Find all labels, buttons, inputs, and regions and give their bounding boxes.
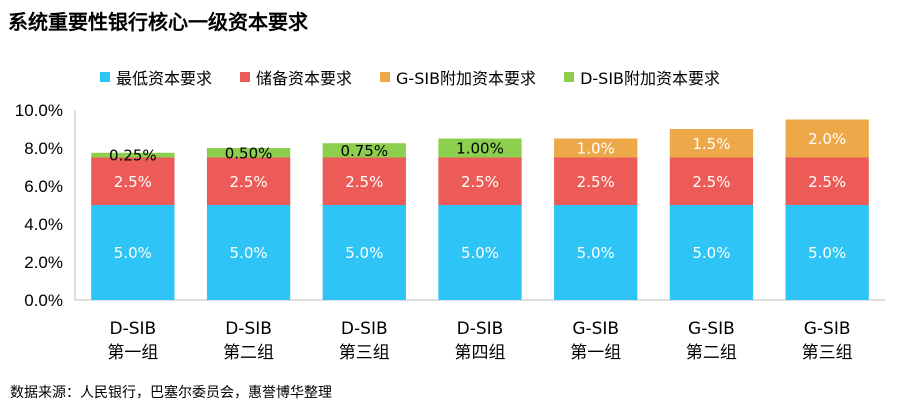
data-label: 5.0% — [114, 244, 152, 262]
legend-label-gsib: G-SIB附加资本要求 — [396, 69, 537, 88]
legend-swatch-dsib — [564, 72, 575, 82]
legend-swatch-conservation — [240, 72, 251, 82]
data-label: 2.5% — [461, 173, 499, 191]
x-tick-label: G-SIB — [688, 319, 735, 339]
source-note: 数据来源：人民银行，巴塞尔委员会，惠誉博华整理 — [10, 385, 332, 401]
legend-label-dsib: D-SIB附加资本要求 — [580, 69, 721, 88]
legend-item-gsib: G-SIB附加资本要求 — [380, 65, 536, 89]
bar-segment — [785, 119, 869, 158]
y-tick-label: 4.0% — [24, 215, 63, 234]
data-label: 2.5% — [230, 173, 268, 191]
bar-segment — [322, 143, 406, 158]
data-label: 2.5% — [808, 173, 846, 191]
data-label: 2.5% — [692, 173, 730, 191]
data-label: 2.5% — [114, 173, 152, 191]
x-tick-label: D-SIB — [341, 319, 388, 339]
legend-label-conservation: 储备资本要求 — [256, 69, 353, 88]
y-tick-label: 0.0% — [24, 291, 63, 310]
x-tick-label: D-SIB — [457, 319, 504, 339]
bar-segment — [554, 138, 638, 158]
data-label: 0.25% — [109, 147, 157, 165]
bar-segment — [438, 138, 522, 158]
data-label: 5.0% — [345, 244, 383, 262]
bar-segment — [554, 157, 638, 205]
bar-segment — [785, 205, 869, 300]
data-label: 5.0% — [808, 244, 846, 262]
data-label: 2.5% — [345, 173, 383, 191]
bar-segment — [669, 157, 754, 205]
legend-swatch-gsib — [380, 72, 391, 82]
legend-item-conservation: 储备资本要求 — [240, 65, 352, 89]
data-label: 0.75% — [340, 142, 388, 160]
data-label: 5.0% — [577, 244, 615, 262]
data-label: 1.0% — [577, 140, 615, 158]
bar-segment — [438, 157, 522, 205]
x-tick-label: D-SIB — [225, 319, 272, 339]
bar-segment — [669, 129, 754, 158]
legend-item-minimum: 最低资本要求 — [100, 65, 212, 89]
bar-segment — [206, 205, 291, 300]
bar-segment — [322, 157, 406, 205]
x-tick-label: 第二组 — [223, 343, 274, 363]
x-tick-label: G-SIB — [804, 319, 851, 339]
x-tick-label: 第三组 — [339, 343, 390, 363]
data-label: 1.5% — [692, 135, 730, 153]
data-label: 5.0% — [461, 244, 499, 262]
x-tick-label: 第一组 — [570, 343, 621, 363]
bar-segment — [554, 205, 638, 300]
bar-segment — [91, 152, 175, 158]
x-tick-label: G-SIB — [572, 319, 619, 339]
y-tick-label: 10.0% — [15, 101, 63, 120]
bar-segment — [91, 157, 175, 205]
bar-segment — [91, 205, 175, 300]
bar-segment — [206, 157, 291, 205]
legend-item-dsib: D-SIB附加资本要求 — [564, 65, 720, 89]
x-tick-label: 第三组 — [802, 343, 853, 363]
chart-legend: 最低资本要求 储备资本要求 G-SIB附加资本要求 D-SIB附加资本要求 — [100, 65, 748, 89]
y-tick-label: 6.0% — [24, 177, 63, 196]
data-label: 2.5% — [577, 173, 615, 191]
bar-segment — [438, 205, 522, 300]
x-tick-label: D-SIB — [110, 319, 157, 339]
bar-segment — [669, 205, 754, 300]
legend-label-minimum: 最低资本要求 — [116, 69, 213, 88]
y-tick-label: 2.0% — [24, 253, 63, 272]
x-tick-label: 第二组 — [686, 343, 737, 363]
legend-swatch-minimum — [100, 72, 110, 82]
bar-segment — [322, 205, 406, 300]
x-tick-label: 第四组 — [455, 343, 506, 363]
bar-segment — [206, 148, 291, 158]
data-label: 0.50% — [225, 144, 273, 162]
chart-title: 系统重要性银行核心一级资本要求 — [8, 10, 308, 34]
data-label: 2.0% — [808, 130, 846, 148]
data-label: 5.0% — [692, 244, 730, 262]
bar-segment — [785, 157, 869, 205]
x-tick-label: 第一组 — [107, 343, 158, 363]
data-label: 5.0% — [230, 244, 268, 262]
data-label: 1.00% — [456, 140, 504, 158]
y-tick-label: 8.0% — [24, 139, 63, 158]
